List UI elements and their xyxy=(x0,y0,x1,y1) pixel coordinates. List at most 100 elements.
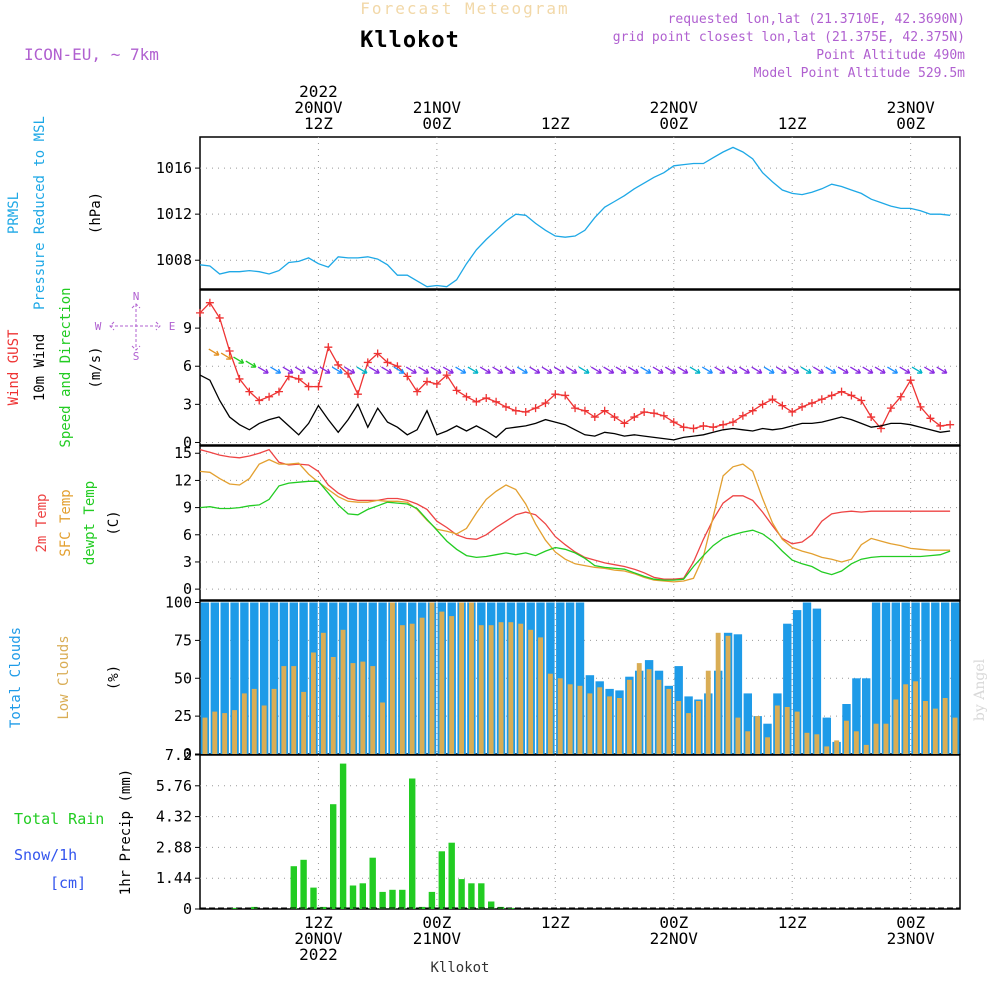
bottom-axis-label: 22NOV xyxy=(650,929,699,948)
wind-arrow xyxy=(652,366,664,374)
gust-point xyxy=(353,390,362,399)
panel-label: Snow/1h xyxy=(14,846,77,864)
bottom-axis-label: 23NOV xyxy=(887,929,936,948)
y-tick-label: 7.2 xyxy=(165,746,192,764)
wind-arrow-shaft xyxy=(418,366,429,374)
low-cloud-bar xyxy=(340,629,346,754)
rain-bar xyxy=(369,857,376,909)
footer-location: Kllokot xyxy=(430,960,489,976)
gust-point xyxy=(304,382,313,391)
low-cloud-bar xyxy=(636,663,642,754)
gust-point xyxy=(738,411,747,420)
low-cloud-bar xyxy=(291,666,297,754)
wind-arrow-head xyxy=(448,368,454,374)
wind-arrow-head xyxy=(435,368,442,374)
wind-arrow xyxy=(738,366,750,374)
wind-arrow xyxy=(553,366,565,374)
low-cloud-bar xyxy=(607,696,612,754)
wind-arrow xyxy=(775,366,787,374)
wind-arrow-head xyxy=(880,368,886,374)
gust-point xyxy=(778,401,787,410)
gust-point xyxy=(600,406,609,415)
low-cloud-bar xyxy=(715,632,721,754)
compass-s: S xyxy=(133,350,140,363)
point-altitude: Point Altitude 490m xyxy=(816,48,965,63)
wind-arrow-shaft xyxy=(220,352,232,360)
top-axis-label: 21NOV xyxy=(413,98,462,117)
total-cloud-bar xyxy=(575,602,585,754)
wind-arrow-head xyxy=(645,368,652,374)
y-tick-label: 12 xyxy=(174,471,192,489)
top-axis-label: 00Z xyxy=(422,114,451,133)
wind-arrow-head xyxy=(633,368,639,374)
total-cloud-bar xyxy=(881,602,891,754)
wind-arrow xyxy=(368,366,380,374)
gust-point xyxy=(452,386,461,395)
low-cloud-bar xyxy=(330,657,336,754)
wind-arrow-shaft xyxy=(381,366,392,374)
wind-arrow-shaft xyxy=(800,366,812,374)
gust-point xyxy=(255,396,264,405)
wind-arrow-shaft xyxy=(825,366,837,374)
wind-arrow xyxy=(701,366,713,374)
low-cloud-bar xyxy=(380,702,385,754)
wind-arrow xyxy=(529,366,541,374)
low-cloud-bar xyxy=(390,602,395,754)
wind-arrow-head xyxy=(423,368,430,374)
wind-arrow xyxy=(479,366,491,374)
total-cloud-bar xyxy=(852,678,861,754)
low-cloud-bar xyxy=(696,701,701,754)
wind-arrow xyxy=(319,366,331,374)
gust-point xyxy=(492,397,501,406)
wind-arrow-head xyxy=(855,368,861,374)
wind-arrow-shaft xyxy=(257,366,269,374)
wind-arrow xyxy=(590,366,602,374)
series-line-2m-temp xyxy=(199,448,951,580)
low-cloud-bar xyxy=(725,635,731,754)
low-cloud-bar xyxy=(587,693,593,754)
gust-point xyxy=(561,391,570,400)
wind-arrow-head xyxy=(238,358,245,364)
model-altitude: Model Point Altitude 529.5m xyxy=(754,66,965,81)
wind-arrow-head xyxy=(670,368,676,374)
panel-frame xyxy=(199,136,961,290)
wind-arrow xyxy=(862,366,874,374)
gust-point xyxy=(659,411,668,420)
wind-arrow xyxy=(887,366,899,374)
gust-point xyxy=(580,406,589,415)
compass-e: E xyxy=(169,320,176,333)
low-cloud-bar xyxy=(478,625,484,754)
gust-point xyxy=(867,413,876,422)
gust-point xyxy=(423,377,432,386)
y-tick-label: 1.44 xyxy=(156,869,192,887)
low-cloud-bar xyxy=(873,723,879,754)
low-cloud-bar xyxy=(824,746,830,754)
wind-arrow-head xyxy=(694,368,701,374)
gust-point xyxy=(590,413,599,422)
low-cloud-bar xyxy=(794,711,800,754)
total-cloud-bar xyxy=(733,634,743,754)
wind-arrow xyxy=(282,366,294,374)
wind-arrow-shaft xyxy=(344,366,355,374)
low-cloud-bar xyxy=(844,720,849,754)
gust-point xyxy=(363,358,372,367)
gust-point xyxy=(946,420,955,429)
compass-w: W xyxy=(95,320,102,333)
low-cloud-bar xyxy=(893,699,899,754)
gust-point xyxy=(501,402,510,411)
y-tick-label: 9 xyxy=(183,319,192,337)
rain-bar xyxy=(389,889,396,910)
total-cloud-bar xyxy=(891,602,900,754)
wind-arrow-head xyxy=(497,368,504,374)
low-cloud-bar xyxy=(923,701,928,754)
wind-arrow xyxy=(603,366,615,374)
total-cloud-bar xyxy=(556,602,565,754)
bottom-axis-label: 20NOV xyxy=(294,929,343,948)
wind-arrow-shaft xyxy=(516,366,528,374)
gust-point xyxy=(482,393,491,402)
panel-label: 2m Temp xyxy=(34,493,50,552)
low-cloud-bar xyxy=(755,716,761,754)
low-cloud-bar xyxy=(774,705,780,754)
y-tick-label: 1008 xyxy=(156,251,192,269)
